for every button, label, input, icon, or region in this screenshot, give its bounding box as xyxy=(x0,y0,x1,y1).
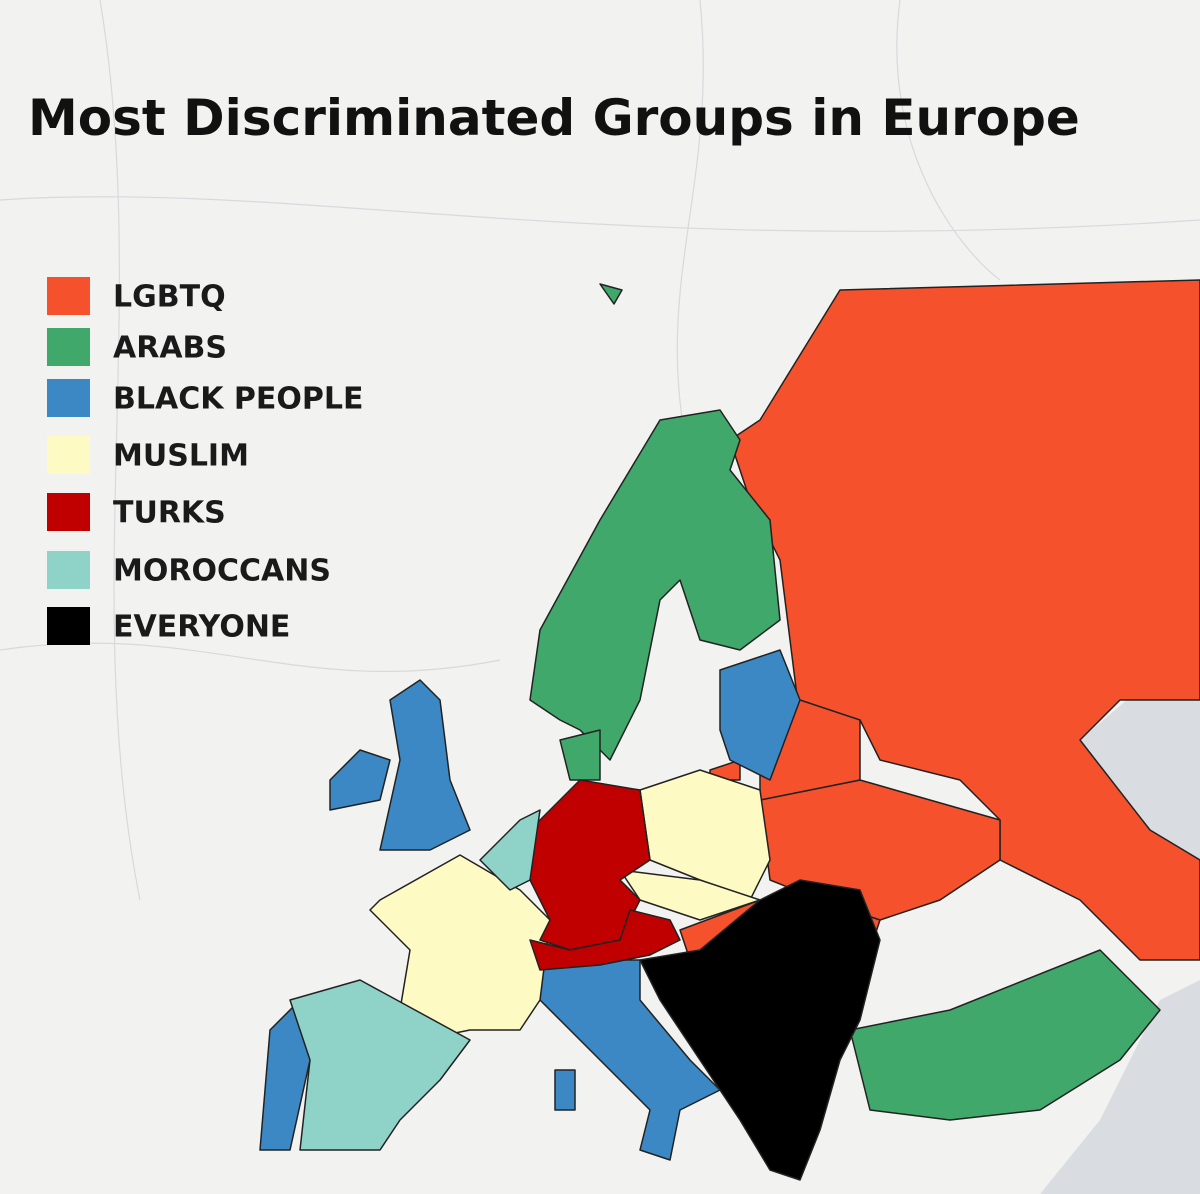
land xyxy=(1040,980,1200,1194)
country xyxy=(729,279,1200,961)
country xyxy=(479,809,541,891)
legend-swatch xyxy=(47,493,90,531)
legend-label: BLACK PEOPLE xyxy=(113,382,364,417)
legend-swatch xyxy=(47,436,90,474)
background-lines xyxy=(0,0,1200,901)
land xyxy=(1080,660,1200,860)
legend-label: TURKS xyxy=(113,496,226,531)
country xyxy=(639,769,771,901)
legend-label: EVERYONE xyxy=(113,610,290,645)
legend-swatch xyxy=(47,379,90,417)
other-land xyxy=(1040,660,1200,1194)
country xyxy=(539,959,721,1161)
country xyxy=(719,649,801,781)
country xyxy=(849,949,1161,1121)
country xyxy=(329,749,391,811)
country xyxy=(619,869,761,921)
country xyxy=(529,409,781,761)
title: Most Discriminated Groups in Europe xyxy=(28,89,1080,147)
legend-label: MUSLIM xyxy=(113,439,249,474)
country xyxy=(599,283,623,305)
legend: LGBTQ ARABS BLACK PEOPLE MUSLIM TURKS MOROCCA… xyxy=(47,277,364,645)
legend-swatch xyxy=(47,607,90,645)
countries xyxy=(259,279,1200,1181)
country xyxy=(639,879,881,1181)
legend-swatch xyxy=(47,551,90,589)
legend-swatch xyxy=(47,328,90,366)
legend-swatch xyxy=(47,277,90,315)
country xyxy=(529,909,681,971)
faint-line xyxy=(0,0,1200,901)
legend-label: ARABS xyxy=(113,331,227,366)
legend-label: MOROCCANS xyxy=(113,554,331,589)
legend-label: LGBTQ xyxy=(113,280,226,315)
country xyxy=(289,979,471,1151)
country xyxy=(554,1069,576,1111)
country xyxy=(379,679,471,851)
country xyxy=(559,729,601,781)
